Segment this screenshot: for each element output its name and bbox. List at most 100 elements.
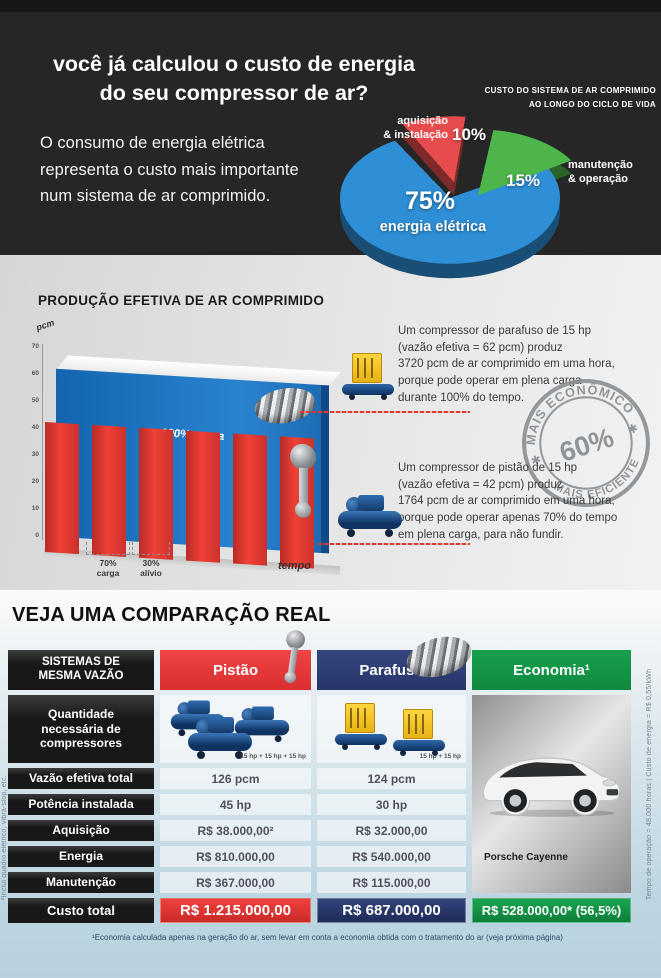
value-pistao: 126 pcm [160, 768, 311, 789]
value-parafuso: R$ 540.000,00 [317, 846, 466, 867]
y-tick-30: 30 [31, 451, 39, 458]
y-tick-60: 60 [31, 370, 39, 377]
row-label-quantidade: Quantidade necessária de compressores [8, 695, 154, 763]
comparison-heading: VEJA UMA COMPARAÇÃO REAL [12, 604, 331, 626]
pump-block [358, 495, 384, 511]
x-axis-label: tempo [278, 560, 311, 572]
piston-compressor-icon [338, 495, 402, 541]
value-parafuso: 124 pcm [317, 768, 466, 789]
y-tick-40: 40 [31, 424, 39, 431]
production-heading: PRODUÇÃO EFETIVA DE AR COMPRIMIDO [38, 293, 325, 308]
pie-disc-group [340, 116, 588, 279]
top-strip [0, 0, 661, 12]
y-tick-20: 20 [31, 478, 39, 485]
footnote: ¹Economia calculada apenas na geração do… [92, 933, 563, 942]
column-header-pistao-label: Pistão [212, 661, 258, 679]
screw-compressor-cabinet [352, 353, 382, 383]
column-header-pistao: Pistão [160, 628, 311, 690]
piston-bar [45, 422, 79, 555]
wheel [381, 394, 387, 400]
total-pistao: R$ 1.215.000,00 [160, 898, 311, 923]
screw-compressor-image [335, 703, 387, 750]
piston-bar [186, 430, 220, 563]
value-pistao: R$ 38.000,00² [160, 820, 311, 841]
intro-paragraph: O consumo de energia elétrica representa… [40, 134, 299, 206]
pie-value-maintenance: 15% [506, 171, 541, 190]
bracket-label-70-carga: 70% carga [96, 558, 120, 579]
screw-compressor-tank [342, 384, 394, 395]
pie-label-maintenance: manutenção & operação [568, 159, 633, 185]
screw-compressor-icon [342, 353, 394, 400]
value-pistao: R$ 810.000,00 [160, 846, 311, 867]
badge-60-percent: MAIS ECONÔMICO MAIS EFICIENTE 60% ✱ ✱ [520, 377, 650, 509]
piston-rod [288, 647, 299, 674]
column-header-economia: Economia¹ [472, 650, 631, 690]
pie-slice-maintenance [368, 129, 588, 262]
parafuso-hp-caption: 15 hp + 15 hp [419, 753, 461, 760]
y-axis-line [42, 344, 43, 540]
column-header-economia-label: Economia¹ [513, 661, 590, 679]
production-section: PRODUÇÃO EFETIVA DE AR COMPRIMIDO pcm 70… [0, 255, 661, 590]
cell-parafuso-compressors: 15 hp + 15 hp [317, 695, 466, 763]
pistao-hp-caption: 15 hp + 15 hp + 15 hp [240, 753, 306, 760]
piston-compressor-note: Um compressor de pistão de 15 hp (vazão … [398, 462, 618, 541]
pie-value-energy: 75% [404, 187, 456, 215]
value-parafuso: R$ 115.000,00 [317, 872, 466, 893]
row-label: Energia [8, 846, 154, 867]
value-parafuso: R$ 32.000,00 [317, 820, 466, 841]
pie-label-acquisition: aquisição & instalação [383, 115, 448, 141]
screw-compressor-image [393, 709, 445, 756]
cell-economia-car: Porsche Cayenne [472, 695, 631, 893]
wheel [385, 529, 393, 537]
wheel [349, 394, 355, 400]
piston-compressor-image [188, 717, 252, 763]
badge-star-icon: ✱ [529, 452, 543, 468]
side-note-right: Tempo de operação = 48.000 horas | Custo… [646, 668, 653, 900]
piston-image [286, 443, 320, 521]
production-bar-chart: pcm 70 60 50 40 30 20 10 0 100% carga [26, 317, 386, 588]
value-parafuso: 30 hp [317, 794, 466, 815]
y-tick-10: 10 [31, 505, 39, 512]
wheel [347, 529, 355, 537]
piston-bar [139, 427, 173, 560]
side-note-left: ²Inclui quadro elétrico, vibra-stop, etc… [1, 775, 8, 900]
row-label: Vazão efetiva total [8, 768, 154, 789]
pie-value-acquisition: 10% [452, 125, 487, 144]
connector-line-piston [318, 543, 470, 545]
y-tick-70: 70 [31, 343, 39, 350]
bracket-70-carga [86, 542, 130, 555]
row-label: Aquisição [8, 820, 154, 841]
piston-ball [295, 501, 311, 519]
piston-icon [277, 628, 309, 687]
total-economia: R$ 528.000,00* (56,5%) [472, 898, 631, 923]
connector-line-screw [300, 411, 470, 413]
total-parafuso: R$ 687.000,00 [317, 898, 466, 923]
screw-compressor-note: Um compressor de parafuso de 15 hp (vazã… [398, 325, 615, 404]
piston-bar [92, 424, 126, 558]
page-title: você já calculou o custo de energia do s… [52, 52, 416, 106]
pie-label-energy: energia elétrica [379, 219, 487, 235]
table-corner-cell: SISTEMAS DE MESMA VAZÃO [8, 650, 154, 690]
piston-ball [283, 670, 297, 684]
car-caption: Porsche Cayenne [484, 852, 568, 863]
piston-head [290, 443, 316, 471]
column-header-parafuso: Parafuso [317, 630, 476, 690]
lifecycle-cost-pie-chart: 10% 15% 75% energia elétrica aquisição &… [340, 103, 660, 303]
bracket-label-30-alivio: 30% alívio [140, 558, 162, 579]
air-tank [338, 511, 402, 529]
value-pistao: R$ 367.000,00 [160, 872, 311, 893]
row-label-custo-total: Custo total [8, 898, 154, 923]
piston-rod [299, 467, 308, 505]
comparison-table: SISTEMAS DE MESMA VAZÃO Pistão Parafuso … [8, 628, 631, 923]
value-pistao: 45 hp [160, 794, 311, 815]
porsche-cayenne-image [481, 757, 621, 817]
hero-section: você já calculou o custo de energia do s… [0, 0, 661, 279]
badge-star-icon: ✱ [626, 421, 640, 437]
pie-chart-heading: CUSTO DO SISTEMA DE AR COMPRIMIDO AO LON… [484, 86, 656, 109]
cell-pistao-compressors: 15 hp + 15 hp + 15 hp [160, 695, 311, 763]
y-tick-0: 0 [35, 532, 39, 539]
y-tick-50: 50 [31, 397, 39, 404]
comparison-section: VEJA UMA COMPARAÇÃO REAL SISTEMAS DE MES… [0, 590, 661, 978]
row-label: Potência instalada [8, 794, 154, 815]
